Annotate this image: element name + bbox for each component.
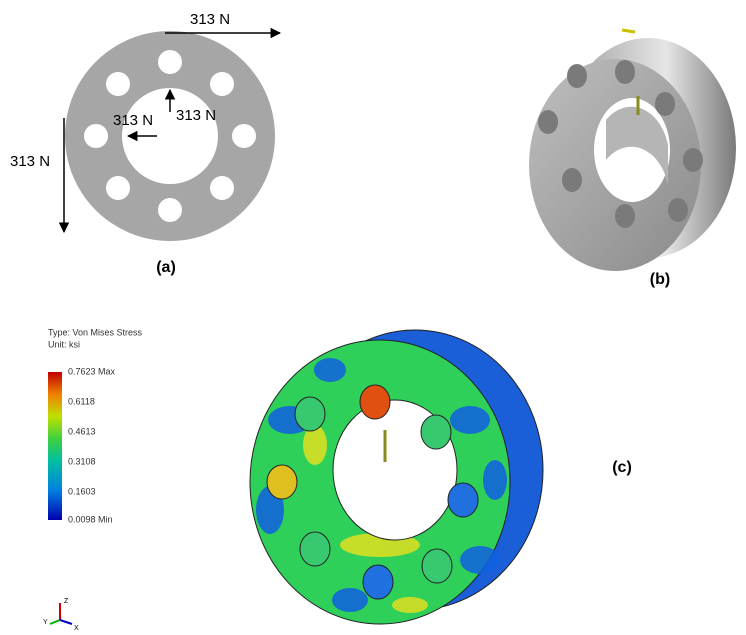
shape bbox=[300, 532, 330, 566]
shape bbox=[655, 92, 675, 116]
axis-triad: Z X Y bbox=[43, 598, 79, 632]
shape bbox=[483, 460, 507, 500]
legend-unit: Unit: ksi bbox=[48, 339, 80, 349]
shape bbox=[50, 620, 60, 624]
legend-label: 0.4613 bbox=[68, 426, 96, 436]
panel-c: Type: Von Mises Stress Unit: ksi 0.7623 … bbox=[43, 327, 632, 631]
shape bbox=[210, 72, 234, 96]
shape bbox=[84, 124, 108, 148]
legend-label: 0.6118 bbox=[68, 396, 95, 406]
shape bbox=[421, 415, 451, 449]
force-label: 313 N bbox=[113, 112, 153, 129]
shape bbox=[615, 204, 635, 228]
caption: (b) bbox=[650, 271, 670, 288]
force-label: 313 N bbox=[190, 11, 230, 28]
shape bbox=[567, 64, 587, 88]
panel-a: 313 N 313 N 313 N 313 N (a) bbox=[10, 11, 280, 276]
shape bbox=[615, 60, 635, 84]
force-label: 313 N bbox=[176, 107, 216, 124]
legend-label: 0.7623 Max bbox=[68, 366, 116, 376]
color-bar bbox=[48, 372, 62, 520]
legend-label: 0.3108 bbox=[68, 456, 96, 466]
shape bbox=[392, 597, 428, 613]
shape bbox=[363, 565, 393, 599]
shape bbox=[460, 546, 500, 574]
shape bbox=[562, 168, 582, 192]
shape bbox=[267, 465, 297, 499]
shape bbox=[158, 50, 182, 74]
shape bbox=[158, 198, 182, 222]
axis-label: Y bbox=[43, 619, 48, 626]
shape bbox=[668, 198, 688, 222]
caption: (c) bbox=[612, 459, 632, 476]
shape bbox=[683, 148, 703, 172]
shape bbox=[448, 483, 478, 517]
shape bbox=[295, 397, 325, 431]
shape bbox=[314, 358, 346, 382]
load-marker bbox=[622, 30, 635, 32]
shape bbox=[60, 620, 72, 624]
shape bbox=[538, 110, 558, 134]
shape bbox=[450, 406, 490, 434]
shape bbox=[210, 176, 234, 200]
axis-label: Z bbox=[64, 598, 69, 605]
legend-label: 0.0098 Min bbox=[68, 514, 113, 524]
legend-type: Type: Von Mises Stress bbox=[48, 327, 143, 337]
force-label: 313 N bbox=[10, 153, 50, 170]
shape bbox=[360, 385, 390, 419]
figure: 313 N 313 N 313 N 313 N (a) (b) Type: Vo… bbox=[0, 0, 746, 635]
legend-label: 0.1603 bbox=[68, 486, 96, 496]
panel-b: (b) bbox=[529, 30, 736, 288]
shape bbox=[332, 588, 368, 612]
axis-label: X bbox=[74, 625, 79, 632]
shape bbox=[232, 124, 256, 148]
shape bbox=[422, 549, 452, 583]
shape bbox=[106, 72, 130, 96]
shape bbox=[106, 176, 130, 200]
caption: (a) bbox=[156, 259, 176, 276]
